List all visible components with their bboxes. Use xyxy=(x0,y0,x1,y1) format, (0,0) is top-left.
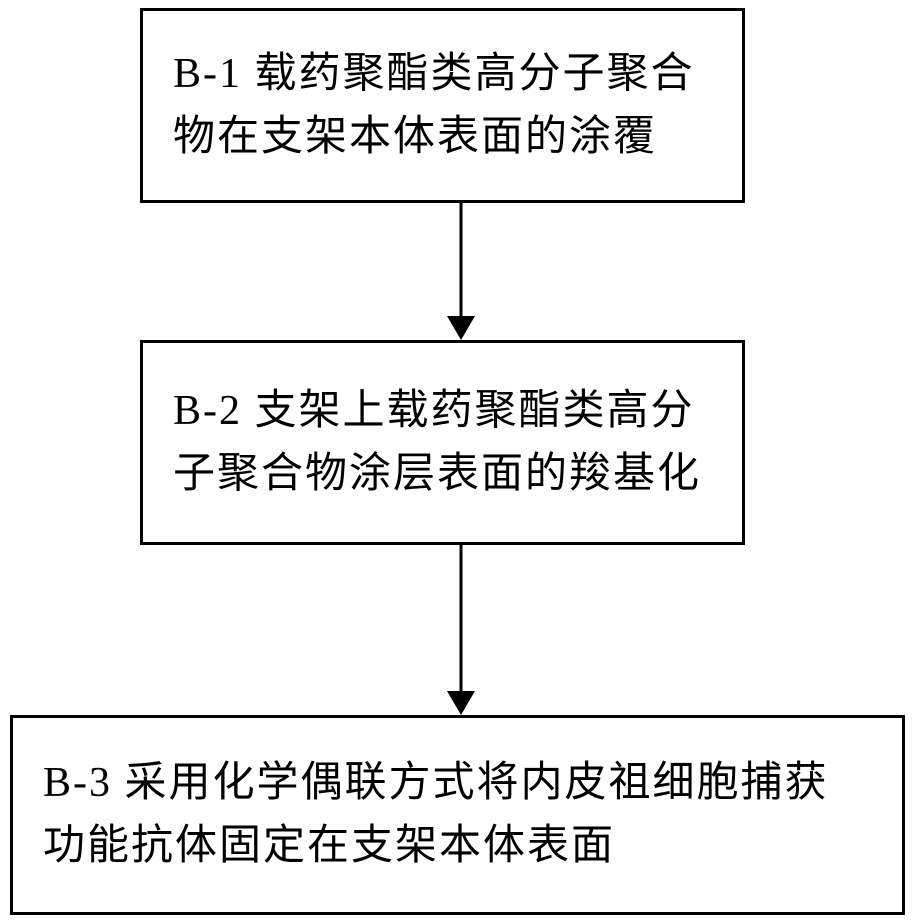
node-b3-label: B-3 采用化学偶联方式将内皮祖细胞捕获功能抗体固定在支架本体表面 xyxy=(43,752,872,878)
flowchart-node-b2: B-2 支架上载药聚酯类高分子聚合物涂层表面的羧基化 xyxy=(140,340,745,545)
arrow-head xyxy=(447,316,475,340)
flowchart-arrow-1 xyxy=(446,203,476,340)
flowchart-node-b3: B-3 采用化学偶联方式将内皮祖细胞捕获功能抗体固定在支架本体表面 xyxy=(10,715,905,915)
flowchart-arrow-2 xyxy=(446,545,476,715)
flowchart-container: B-1 载药聚酯类高分子聚合物在支架本体表面的涂覆 B-2 支架上载药聚酯类高分… xyxy=(0,0,921,924)
flowchart-node-b1: B-1 载药聚酯类高分子聚合物在支架本体表面的涂覆 xyxy=(140,8,745,203)
node-b1-label: B-1 载药聚酯类高分子聚合物在支架本体表面的涂覆 xyxy=(173,43,712,169)
arrow-head xyxy=(447,691,475,715)
arrow-line xyxy=(459,203,462,318)
node-b2-label: B-2 支架上载药聚酯类高分子聚合物涂层表面的羧基化 xyxy=(173,380,712,506)
arrow-line xyxy=(459,545,462,693)
